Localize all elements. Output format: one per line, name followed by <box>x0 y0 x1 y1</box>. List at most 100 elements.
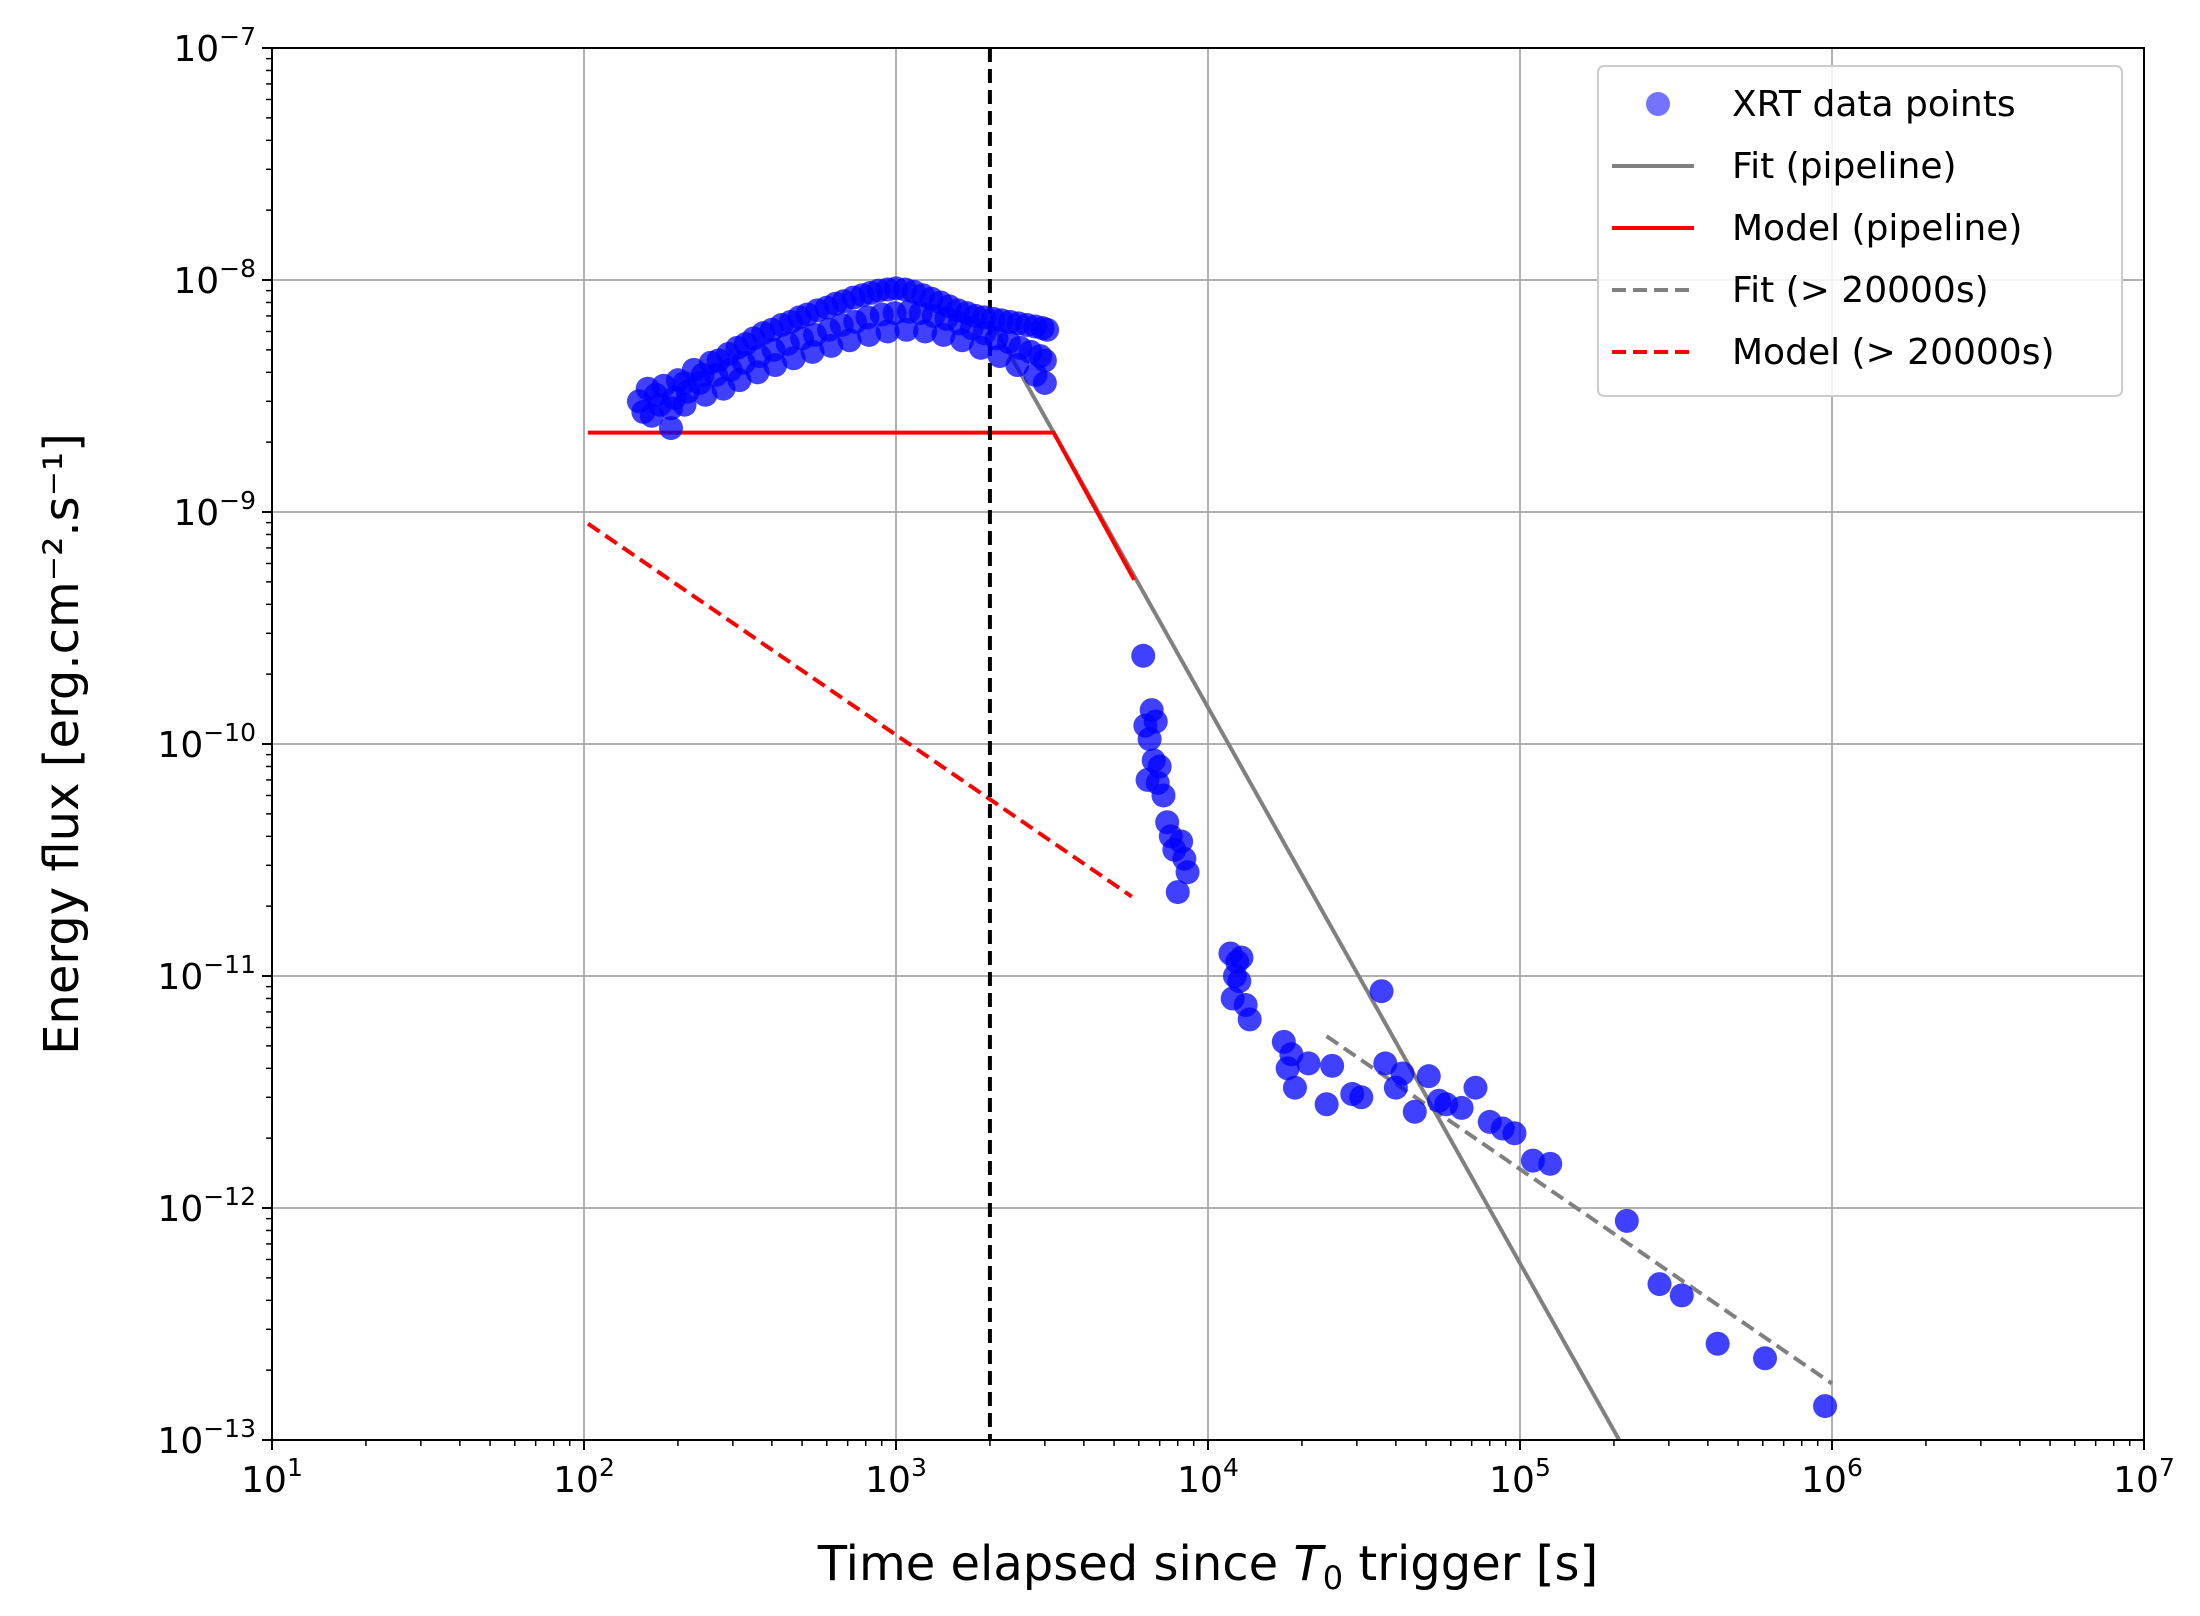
y-tick-label: 10−11 <box>157 950 256 998</box>
data-point <box>1227 969 1252 994</box>
y-tick-label: 10−8 <box>173 254 256 302</box>
y-tick-base: 10 <box>157 957 203 998</box>
legend-marker <box>1646 92 1670 116</box>
data-point <box>693 382 718 407</box>
x-axis-title-var: T <box>1293 1536 1326 1592</box>
y-tick-base: 10 <box>173 29 219 70</box>
legend-label-model-20000s: Model (> 20000s) <box>1732 332 2055 373</box>
x-tick-label: 106 <box>1801 1453 1863 1501</box>
x-tick-base: 10 <box>1177 1460 1223 1501</box>
y-tick-exponent: −10 <box>203 718 256 747</box>
x-tick-base: 10 <box>1489 1460 1535 1501</box>
x-tick-label: 101 <box>241 1453 303 1501</box>
data-point <box>1416 1064 1441 1089</box>
x-axis-title-pre: Time elapsed since <box>817 1536 1294 1592</box>
y-tick-base: 10 <box>157 725 203 766</box>
legend-label-fit-pipeline: Fit (pipeline) <box>1732 146 1957 187</box>
data-point <box>1538 1151 1563 1176</box>
x-axis-title-sub: 0 <box>1323 1559 1343 1597</box>
data-point <box>727 368 752 393</box>
x-tick-exponent: 6 <box>1847 1453 1863 1482</box>
x-tick-exponent: 4 <box>1223 1453 1239 1482</box>
fit-20000s-line <box>1325 1034 1834 1386</box>
data-point <box>1229 945 1254 970</box>
data-point <box>1669 1283 1694 1308</box>
data-point <box>1147 754 1172 779</box>
y-tick-exponent: −11 <box>203 950 256 979</box>
y-tick-exponent: −9 <box>219 486 256 515</box>
plot-frame <box>271 47 2145 1441</box>
major-ticks <box>262 47 2145 1450</box>
y-tick-label: 10−13 <box>157 1414 256 1462</box>
data-point <box>857 322 882 347</box>
x-tick-label: 104 <box>1177 1453 1239 1501</box>
data-point <box>1282 1075 1307 1100</box>
x-tick-label: 105 <box>1489 1453 1551 1501</box>
model-20000s-line <box>586 522 1133 899</box>
data-point <box>968 335 993 360</box>
model-pipeline-line <box>588 430 1136 581</box>
x-tick-exponent: 7 <box>2159 1453 2175 1482</box>
x-axis-title-post: trigger [s] <box>1343 1536 1598 1592</box>
data-point <box>1449 1095 1474 1120</box>
y-axis-title: Energy flux [erg.cm⁻².s⁻¹] <box>34 433 90 1055</box>
data-point <box>1143 709 1168 734</box>
x-tick-label: 102 <box>553 1453 615 1501</box>
data-point <box>1753 1346 1778 1371</box>
data-point <box>1151 783 1176 808</box>
data-point <box>875 319 900 344</box>
y-tick-exponent: −12 <box>203 1182 256 1211</box>
data-point <box>1349 1085 1374 1110</box>
y-tick-base: 10 <box>173 261 219 302</box>
x-tick-base: 10 <box>865 1460 911 1501</box>
data-point <box>1165 880 1190 905</box>
data-point <box>837 328 862 353</box>
y-tick-exponent: −13 <box>203 1414 256 1443</box>
data-point <box>1502 1121 1527 1146</box>
x-tick-label: 103 <box>865 1453 927 1501</box>
y-tick-label: 10−9 <box>173 486 256 534</box>
data-point <box>1237 1007 1262 1032</box>
data-point <box>1463 1075 1488 1100</box>
legend: XRT data points Fit (pipeline) Model (pipe… <box>1597 65 2123 397</box>
x-tick-exponent: 2 <box>599 1453 615 1482</box>
y-tick-label: 10−7 <box>173 22 256 70</box>
y-tick-base: 10 <box>157 1189 203 1230</box>
data-point <box>1647 1272 1672 1297</box>
data-point <box>950 328 975 353</box>
tick-labels: 101 102 103 104 105 106 10710−1310−1210−1110−1… <box>157 22 2174 1501</box>
x-tick-exponent: 5 <box>1535 1453 1551 1482</box>
data-point <box>1369 979 1394 1004</box>
data-point <box>1314 1092 1339 1117</box>
data-point <box>987 344 1012 369</box>
legend-label-xrt-data-points: XRT data points <box>1732 84 2016 125</box>
xrt-scatter <box>626 276 1838 1419</box>
y-tick-exponent: −8 <box>219 254 256 283</box>
data-point <box>1131 643 1156 668</box>
x-tick-base: 10 <box>2113 1460 2159 1501</box>
y-tick-base: 10 <box>157 1421 203 1462</box>
x-tick-base: 10 <box>1801 1460 1847 1501</box>
data-point <box>672 392 697 417</box>
y-tick-label: 10−12 <box>157 1182 256 1230</box>
y-tick-base: 10 <box>173 493 219 534</box>
data-point <box>639 403 664 428</box>
data-point <box>1320 1053 1345 1078</box>
data-point <box>800 339 825 364</box>
legend-box <box>1597 65 2123 397</box>
data-point <box>894 317 919 342</box>
data-point <box>1390 1061 1415 1086</box>
data-point <box>1402 1099 1427 1124</box>
data-point <box>931 322 956 347</box>
x-tick-exponent: 3 <box>911 1453 927 1482</box>
data-point <box>1296 1051 1321 1076</box>
data-point <box>819 333 844 358</box>
x-tick-label: 107 <box>2113 1453 2175 1501</box>
data-point <box>763 353 788 378</box>
data-point <box>1813 1394 1838 1419</box>
y-tick-label: 10−10 <box>157 718 256 766</box>
data-point <box>913 319 938 344</box>
x-tick-base: 10 <box>553 1460 599 1501</box>
data-point <box>658 416 683 441</box>
